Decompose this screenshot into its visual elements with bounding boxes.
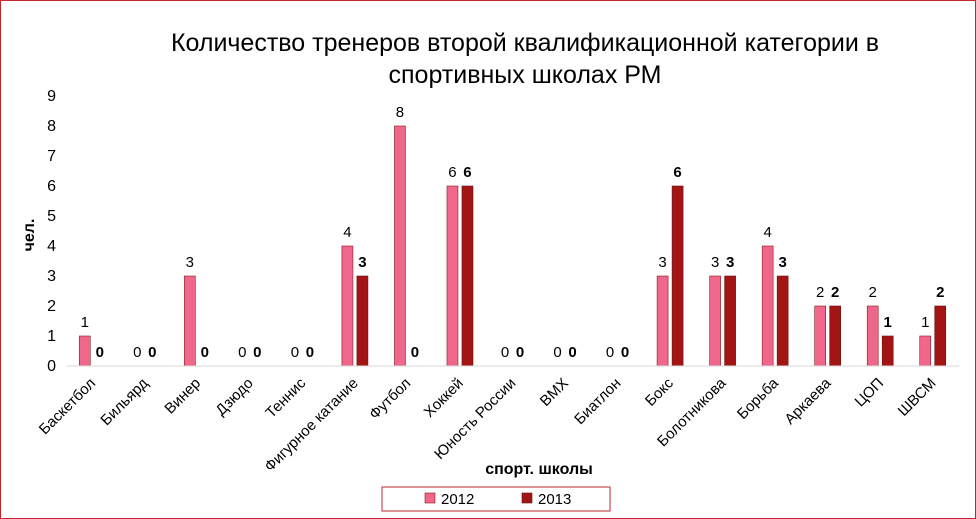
y-axis-title: чел.	[21, 219, 38, 252]
data-label-2013-15: 2	[831, 284, 839, 301]
data-label-2013-9: 0	[516, 344, 524, 361]
bar-2012-16	[866, 305, 879, 367]
data-label-2013-17: 2	[936, 284, 944, 301]
x-axis-title: спорт. школы	[485, 461, 593, 478]
x-tick-label: Баскетбол	[36, 375, 99, 438]
x-tick-label: Винер	[161, 375, 204, 418]
bar-2013-17	[934, 305, 947, 367]
y-tick-label: 4	[47, 238, 56, 255]
data-label-2012-12: 3	[658, 254, 666, 271]
chart-title-line-2: спортивных школах РМ	[389, 61, 662, 89]
bar-2012-17	[919, 335, 932, 367]
data-label-2012-10: 0	[553, 344, 561, 361]
x-tick-label: ШВСМ	[895, 375, 940, 420]
data-label-2012-3: 3	[186, 254, 194, 271]
x-tick-label: ЦОП	[852, 375, 888, 411]
x-tick-label: Бокс	[642, 374, 677, 409]
y-tick-label: 7	[47, 148, 56, 165]
data-label-2012-9: 0	[501, 344, 509, 361]
data-label-2013-5: 0	[306, 344, 314, 361]
data-label-2013-11: 0	[621, 344, 629, 361]
data-label-2013-1: 0	[96, 344, 104, 361]
bar-2013-13	[724, 275, 736, 367]
x-tick-label: Футбол	[366, 375, 414, 423]
y-tick-label: 9	[47, 88, 56, 105]
y-tick-label: 8	[47, 118, 56, 135]
bar-2012-7	[394, 125, 406, 367]
x-tick-label: Теннис	[262, 374, 309, 421]
bar-2012-3	[184, 275, 196, 367]
data-label-2012-16: 2	[869, 284, 877, 301]
data-label-2012-2: 0	[133, 344, 141, 361]
data-label-2012-14: 4	[763, 224, 771, 241]
x-tick-label: Борьба	[734, 374, 783, 423]
data-label-2012-17: 1	[921, 314, 929, 331]
data-label-2012-4: 0	[238, 344, 246, 361]
x-tick-label: ВМХ	[537, 375, 572, 410]
bar-2012-12	[656, 275, 669, 367]
bar-2013-14	[776, 275, 789, 367]
data-label-2013-10: 0	[568, 344, 576, 361]
data-label-2012-13: 3	[711, 254, 719, 271]
data-label-2013-13: 3	[726, 254, 734, 271]
bar-2013-6	[356, 275, 369, 367]
data-label-2013-7: 0	[411, 344, 419, 361]
x-tick-label: Биатлон	[571, 375, 624, 428]
y-tick-label: 1	[47, 328, 56, 345]
x-tick-label: Фигурное катание	[261, 375, 361, 475]
x-tick-label: Хоккей	[421, 375, 467, 421]
data-label-2012-15: 2	[816, 284, 824, 301]
bar-2012-14	[761, 245, 774, 367]
y-tick-label: 3	[47, 268, 56, 285]
data-label-2013-12: 6	[673, 164, 681, 181]
data-label-2012-6: 4	[343, 224, 351, 241]
bar-2013-12	[671, 185, 684, 367]
y-tick-label: 2	[47, 298, 56, 315]
bar-2012-15	[814, 305, 826, 367]
legend: 2012 2013	[381, 486, 611, 512]
legend-label-2013: 2013	[538, 491, 571, 508]
legend-box	[381, 486, 611, 512]
y-tick-label: 6	[47, 178, 56, 195]
data-label-2012-5: 0	[291, 344, 299, 361]
y-tick-label: 5	[47, 208, 56, 225]
bar-2012-8	[446, 185, 459, 367]
data-label-2012-7: 8	[396, 104, 404, 121]
bar-2012-13	[709, 275, 721, 367]
data-label-2013-4: 0	[253, 344, 261, 361]
x-tick-label: Аркаева	[781, 374, 835, 428]
data-label-2012-11: 0	[606, 344, 614, 361]
data-label-2013-3: 0	[201, 344, 209, 361]
bar-2012-6	[341, 245, 354, 367]
y-axis-ticks: 0 1 2 3 4 5 6 7 8 9	[47, 88, 56, 375]
data-label-2013-14: 3	[778, 254, 786, 271]
data-label-2013-16: 1	[884, 314, 892, 331]
legend-swatch-2013	[521, 492, 533, 504]
legend-label-2012: 2012	[441, 491, 474, 508]
x-tick-label: Бильярд	[97, 375, 151, 429]
x-tick-label: Дзюдо	[212, 375, 256, 419]
y-tick-label: 0	[47, 358, 56, 375]
data-label-2013-6: 3	[358, 254, 366, 271]
bar-2013-16	[881, 335, 894, 367]
data-label-2013-8: 6	[463, 164, 471, 181]
bar-2013-15	[829, 305, 841, 367]
bars	[78, 125, 947, 367]
bar-2012-1	[78, 335, 91, 367]
data-label-2012-8: 6	[448, 164, 456, 181]
legend-swatch-2012	[424, 492, 436, 504]
chart-title-line-1: Количество тренеров второй квалификацион…	[171, 29, 879, 57]
data-label-2012-1: 1	[81, 314, 89, 331]
data-label-2013-2: 0	[148, 344, 156, 361]
bar-2013-8	[461, 185, 474, 367]
